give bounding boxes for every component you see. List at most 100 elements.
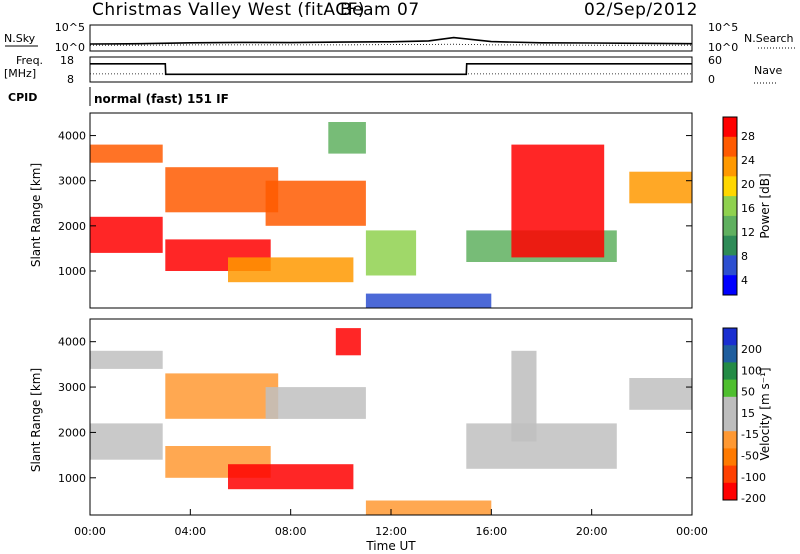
nave-axis-label: Nave (754, 64, 782, 77)
velocity-colorbar-cell (723, 345, 737, 363)
nsky-frame (89, 24, 693, 52)
freq-panel: Freq. [MHz] 18 8 60 0 Nave (4, 54, 782, 86)
velocity-xlabel: Time UT (365, 539, 416, 553)
nsky-tick-bottom: 10^0 (55, 41, 85, 54)
nsearch-tick-bottom: 10^0 (708, 41, 738, 54)
velocity-colorbar-cell (723, 431, 737, 449)
velocity-region-0 (90, 423, 163, 460)
velocity-xtick-label: 16:00 (475, 525, 507, 538)
power-region-11 (365, 293, 492, 308)
nsky-axis-label: N.Sky (4, 32, 36, 45)
velocity-region-4 (228, 464, 354, 490)
velocity-region-10 (629, 378, 692, 410)
power-region-6 (328, 122, 366, 154)
velocity-colorbar-ticks: 200 100 50 15 -15 -50 -100 -200 (741, 343, 766, 505)
power-colorbar-cell (723, 176, 737, 197)
power-y-ticks: 1000 2000 3000 4000 (58, 130, 692, 278)
power-colorbar-ticks: 4 8 12 16 20 24 28 (741, 130, 755, 287)
velocity-ytick-label: 1000 (58, 472, 86, 485)
nsky-tick-top: 10^5 (55, 21, 85, 34)
velocity-panel: 1000 2000 3000 4000 00:00 04:00 08:00 12:00 16:… (29, 318, 708, 553)
velocity-ylabel: Slant Range [km] (29, 368, 43, 472)
power-colorbar-tick: 24 (741, 154, 755, 167)
velocity-colorbar-tick: -200 (741, 492, 766, 505)
velocity-y-ticks: 1000 2000 3000 4000 (58, 336, 692, 485)
power-colorbar-tick: 4 (741, 274, 748, 287)
velocity-colorbar-cell (723, 328, 737, 346)
freq-tick-top: 18 (60, 54, 74, 67)
power-ytick-label: 4000 (58, 130, 86, 143)
power-colorbar-cell (723, 275, 737, 296)
power-region-10 (629, 171, 692, 204)
velocity-ytick-label: 4000 (58, 336, 86, 349)
power-colorbar-tick: 20 (741, 178, 755, 191)
velocity-xtick-label: 00:00 (676, 525, 708, 538)
velocity-xtick-label: 00:00 (74, 525, 106, 538)
beam-label: Beam 07 (340, 0, 420, 20)
velocity-region-7 (365, 500, 492, 515)
power-colorbar-tick: 8 (741, 250, 748, 263)
power-region-1 (90, 144, 163, 163)
velocity-colorbar-tick: -15 (741, 428, 759, 441)
nave-tick-bottom: 0 (708, 73, 715, 86)
velocity-colorbar-cell (723, 482, 737, 501)
power-colorbar-tick: 28 (741, 130, 755, 143)
station-title: Christmas Valley West (fitACF) (92, 0, 365, 20)
cpid-value: normal (fast) 151 IF (94, 92, 229, 106)
velocity-region-6 (335, 328, 361, 356)
velocity-xtick-label: 20:00 (576, 525, 608, 538)
power-region-5 (265, 180, 366, 226)
power-panel: 1000 2000 3000 4000 Slant Range [km] (29, 112, 693, 309)
freq-axis-label-line2: [MHz] (4, 67, 36, 80)
nsearch-axis-label: N.Search (744, 32, 794, 45)
power-region-0 (90, 216, 163, 253)
velocity-colorbar-label: Velocity [m s⁻¹] (758, 367, 772, 460)
velocity-colorbar-cell (723, 448, 737, 467)
velocity-colorbar-cell (723, 465, 737, 484)
power-colorbar-cell (723, 196, 737, 217)
power-colorbar-frame (722, 116, 738, 296)
velocity-region-9 (466, 423, 617, 469)
velocity-data-layer (90, 328, 692, 515)
freq-trace (90, 63, 692, 76)
freq-frame (89, 56, 693, 83)
velocity-colorbar-cells (723, 328, 737, 501)
power-ytick-label: 1000 (58, 265, 86, 278)
power-region-4 (228, 257, 354, 283)
velocity-x-ticks: 00:00 04:00 08:00 12:00 16:00 20:00 00:00 (74, 509, 708, 538)
power-ytick-label: 3000 (58, 175, 86, 188)
power-colorbar-cell (723, 215, 737, 237)
power-data-layer (90, 122, 692, 308)
freq-tick-bottom: 8 (67, 73, 74, 86)
velocity-colorbar-tick: 50 (741, 386, 755, 399)
freq-axis-label-line1: Freq. (16, 54, 43, 67)
velocity-region-3 (165, 373, 279, 419)
power-colorbar-label: Power [dB] (758, 173, 772, 238)
nsearch-tick-top: 10^5 (708, 21, 738, 34)
power-region-7 (365, 230, 417, 276)
power-colorbar-cell (723, 255, 737, 276)
velocity-colorbar-tick: 15 (741, 407, 755, 420)
velocity-xtick-label: 08:00 (275, 525, 307, 538)
velocity-colorbar-tick: 100 (741, 364, 762, 377)
velocity-xtick-label: 12:00 (375, 525, 407, 538)
velocity-colorbar-cell (723, 396, 737, 415)
velocity-colorbar-cell (723, 379, 737, 398)
velocity-colorbar-cell (723, 414, 737, 432)
power-colorbar: 4 8 12 16 20 24 28 Power [dB] (722, 116, 772, 296)
power-colorbar-cells (723, 117, 737, 296)
velocity-xtick-label: 04:00 (174, 525, 206, 538)
power-region-9 (511, 144, 605, 258)
power-colorbar-tick: 12 (741, 226, 755, 239)
power-ylabel: Slant Range [km] (29, 163, 43, 267)
power-region-3 (165, 167, 279, 213)
velocity-ytick-label: 3000 (58, 381, 86, 394)
power-frame (89, 112, 693, 309)
velocity-ytick-label: 2000 (58, 426, 86, 439)
velocity-colorbar: 200 100 50 15 -15 -50 -100 -200 Velocity [m s⁻¹… (722, 327, 772, 505)
velocity-colorbar-tick: 200 (741, 343, 762, 356)
cpid-label: CPID (8, 91, 37, 104)
velocity-colorbar-tick: -100 (741, 471, 766, 484)
power-colorbar-cell (723, 117, 737, 138)
